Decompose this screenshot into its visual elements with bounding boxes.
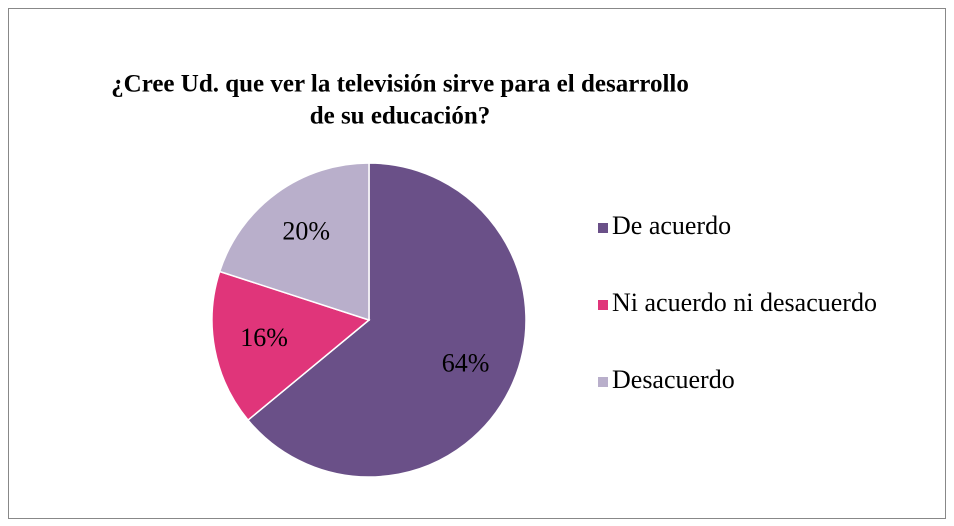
pie-slice (218, 162, 370, 322)
chart-title: ¿Cree Ud. que ver la televisión sirve pa… (111, 71, 689, 98)
chart-title: de su educación? (310, 103, 491, 130)
legend-label: De acuerdo (612, 211, 731, 240)
legend-label: Ni acuerdo ni desacuerdo (612, 288, 877, 317)
legend-label: Desacuerdo (612, 365, 735, 394)
data-label: 16% (240, 323, 288, 352)
legend-swatch (598, 377, 608, 387)
pie-slice (211, 270, 371, 422)
data-label: 64% (442, 348, 490, 377)
legend-swatch (598, 223, 608, 233)
data-label: 20% (282, 217, 330, 246)
pie-slice (246, 162, 527, 478)
legend-swatch (598, 300, 608, 310)
